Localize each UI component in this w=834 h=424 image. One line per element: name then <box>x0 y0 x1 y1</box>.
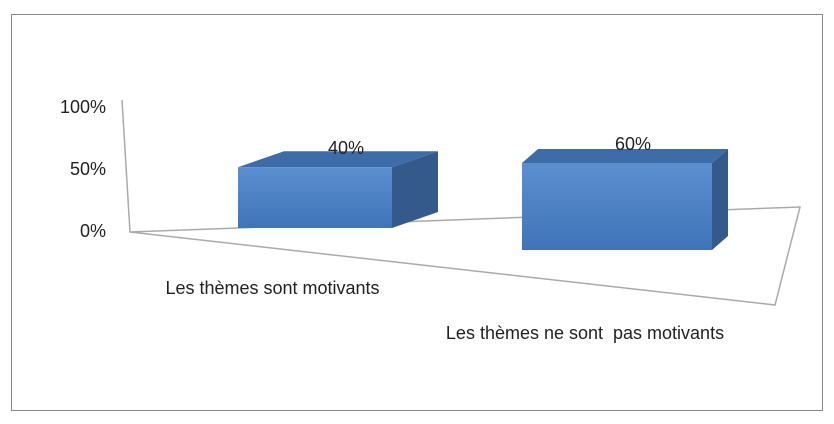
y-tick-label: 0% <box>80 221 106 241</box>
x-tick-label: Les thèmes ne sont pas motivants <box>445 323 725 343</box>
y-tick-label: 100% <box>60 97 106 117</box>
bar <box>522 163 712 250</box>
y-tick-label: 50% <box>70 159 106 179</box>
bar-side <box>392 151 438 228</box>
floor <box>121 99 801 306</box>
bar-side <box>712 149 728 250</box>
frame-border <box>11 14 823 411</box>
bar-top <box>522 149 728 163</box>
bar <box>238 167 392 228</box>
bar-top <box>238 151 438 168</box>
data-label: 60% <box>615 134 651 154</box>
x-tick-label: Les thèmes sont motivants <box>165 278 380 298</box>
data-label: 40% <box>328 138 364 158</box>
